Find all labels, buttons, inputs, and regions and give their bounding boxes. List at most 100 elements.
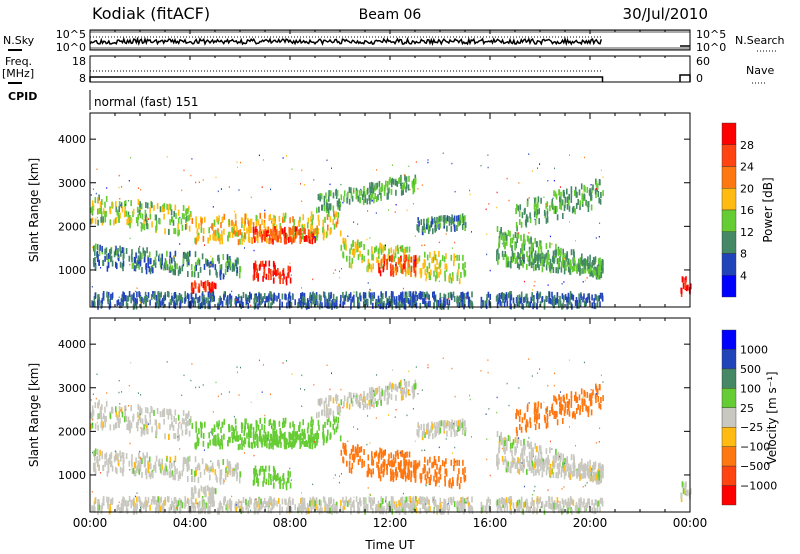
echo-point xyxy=(458,295,461,302)
echo-point xyxy=(101,450,103,457)
echo-point xyxy=(274,420,276,427)
echo-point xyxy=(531,255,534,262)
echo-point xyxy=(321,409,324,416)
echo-point xyxy=(517,251,519,258)
echo-point xyxy=(580,473,583,480)
noise-point xyxy=(591,263,593,265)
echo-point xyxy=(135,422,138,429)
echo-point xyxy=(401,291,404,298)
echo-point xyxy=(150,294,153,301)
echo-point xyxy=(340,449,343,456)
echo-point xyxy=(405,381,408,388)
echo-point xyxy=(562,213,564,219)
echo-point xyxy=(110,293,112,300)
echo-point xyxy=(171,295,173,302)
echo-point xyxy=(566,197,569,203)
noise-point xyxy=(290,274,292,276)
echo-point xyxy=(279,271,281,278)
echo-point xyxy=(269,228,272,235)
echo-point xyxy=(337,417,339,424)
echo-point xyxy=(464,475,467,482)
echo-point xyxy=(270,442,272,449)
echo-point xyxy=(193,476,196,483)
echo-point xyxy=(172,473,175,480)
echo-point xyxy=(279,299,281,306)
echo-point xyxy=(368,291,371,298)
noise-point xyxy=(129,237,131,240)
echo-point xyxy=(532,447,534,454)
echo-point xyxy=(443,256,446,263)
echo-point xyxy=(348,186,351,193)
echo-point xyxy=(129,427,131,434)
echo-point xyxy=(364,292,367,299)
echo-point xyxy=(502,235,505,242)
echo-point xyxy=(224,269,227,275)
echo-point xyxy=(128,291,131,297)
echo-point xyxy=(545,243,548,250)
echo-point xyxy=(453,465,455,472)
echo-point xyxy=(382,302,384,309)
echo-point xyxy=(266,296,269,303)
echo-point xyxy=(420,477,422,484)
echo-point xyxy=(457,269,459,276)
echo-point xyxy=(225,262,227,269)
echo-point xyxy=(237,239,240,246)
echo-point xyxy=(110,453,112,460)
echo-point xyxy=(314,227,317,234)
echo-point xyxy=(268,215,271,222)
noise-point xyxy=(438,280,440,283)
echo-point xyxy=(259,417,261,424)
echo-point xyxy=(386,263,388,270)
echo-point xyxy=(279,476,281,483)
echo-point xyxy=(261,441,263,448)
echo-point xyxy=(101,245,103,252)
echo-point xyxy=(539,462,542,469)
echo-point xyxy=(115,201,117,208)
echo-point xyxy=(453,253,456,260)
echo-point xyxy=(247,441,250,448)
echo-point xyxy=(565,469,567,476)
echo-point xyxy=(312,419,314,426)
echo-point xyxy=(400,468,403,475)
nave-label: Nave xyxy=(746,64,774,77)
echo-point xyxy=(512,234,515,241)
echo-point xyxy=(376,299,378,306)
echo-point xyxy=(228,231,230,238)
echo-point xyxy=(541,296,544,302)
echo-point xyxy=(371,181,373,188)
echo-point xyxy=(263,468,265,475)
echo-point xyxy=(534,406,537,413)
echo-point xyxy=(360,394,363,401)
echo-point xyxy=(579,474,581,481)
echo-point xyxy=(378,267,381,274)
echo-point xyxy=(218,437,220,444)
echo-point xyxy=(91,200,94,207)
noise-point xyxy=(575,240,576,242)
echo-point xyxy=(498,443,501,450)
echo-point xyxy=(209,269,211,276)
echo-point xyxy=(426,291,428,298)
echo-point xyxy=(458,302,461,308)
echo-point xyxy=(396,266,399,273)
echo-point xyxy=(335,221,338,228)
echo-point xyxy=(161,411,164,418)
echo-point xyxy=(413,255,415,262)
echo-point xyxy=(545,407,547,414)
echo-point xyxy=(202,433,205,439)
echo-point xyxy=(401,301,404,308)
echo-point xyxy=(236,431,238,438)
echo-point xyxy=(600,397,602,403)
echo-point xyxy=(148,266,151,273)
echo-point xyxy=(539,253,541,260)
echo-point xyxy=(550,263,553,270)
noise-point xyxy=(106,187,108,189)
echo-point xyxy=(174,204,177,211)
echo-point xyxy=(255,431,257,438)
echo-point xyxy=(545,264,548,271)
echo-point xyxy=(598,384,601,390)
echo-point xyxy=(464,225,466,232)
echo-point xyxy=(348,403,351,410)
echo-point xyxy=(119,302,121,309)
echo-point xyxy=(534,458,536,465)
echo-point xyxy=(115,217,118,224)
